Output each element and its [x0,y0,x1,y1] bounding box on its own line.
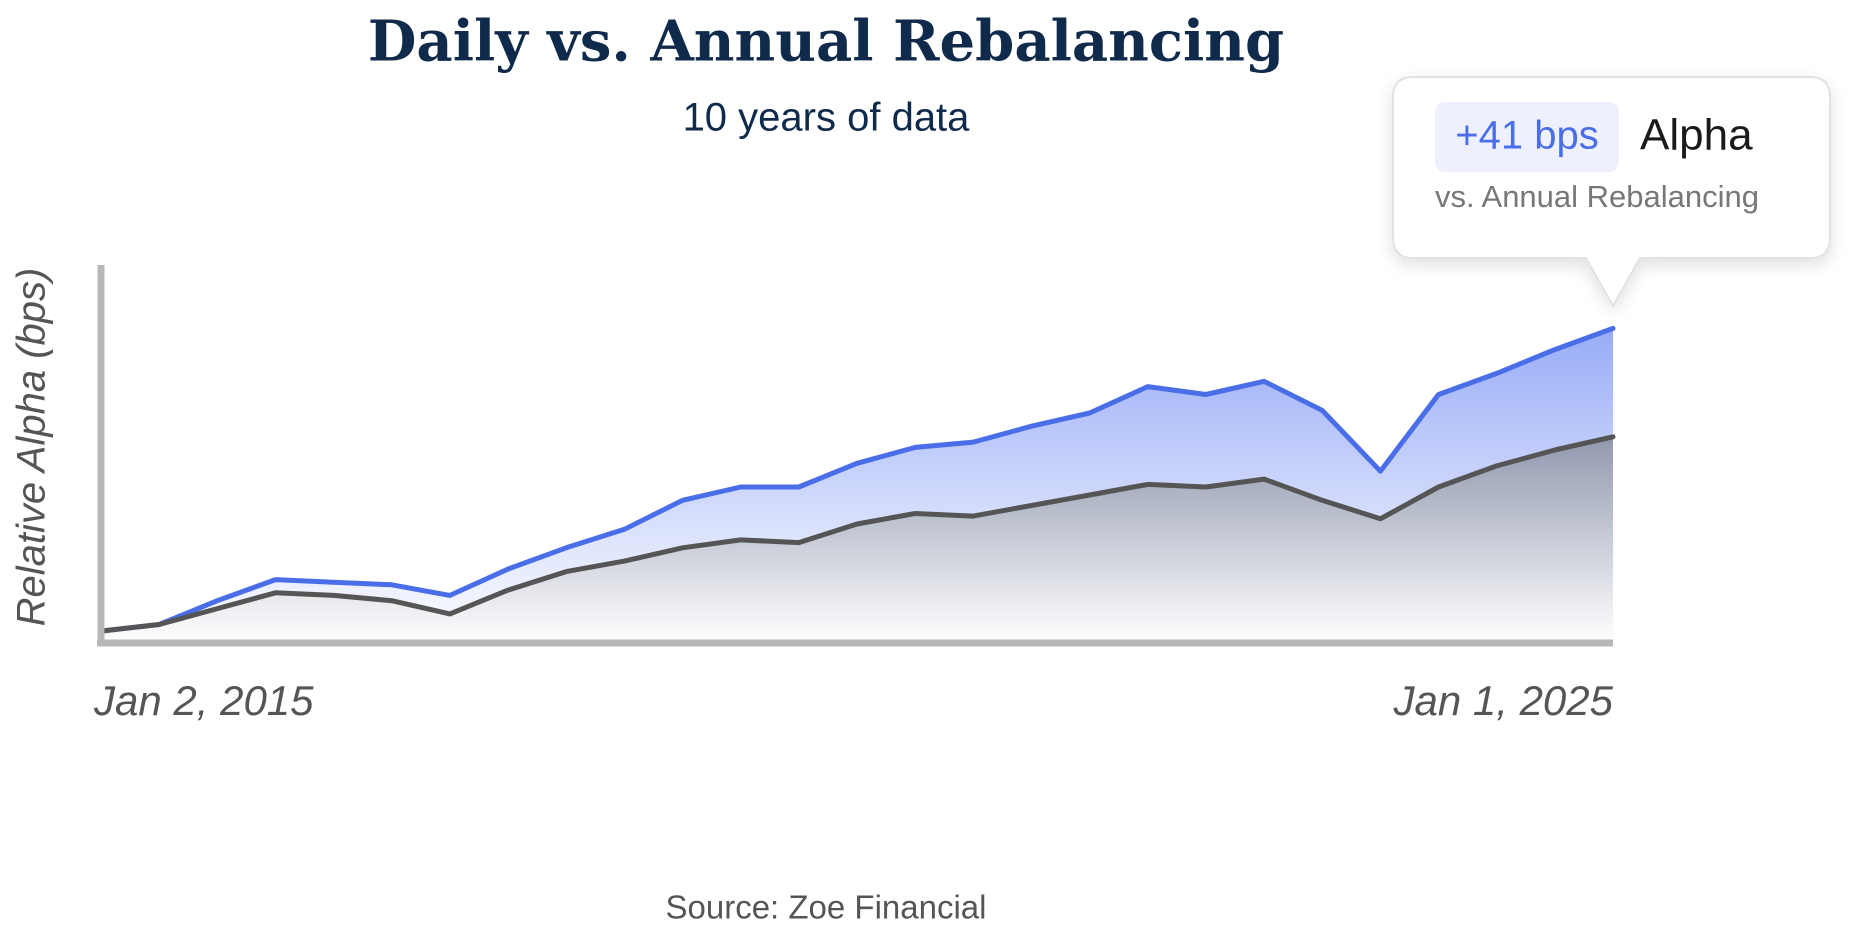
chart-title: Daily vs. Annual Rebalancing [368,9,1284,75]
source: Source: Zoe Financial [666,889,987,926]
y-axis-label: Relative Alpha (bps) [10,268,54,627]
chart-subtitle: 10 years of data [683,96,971,140]
series-line [98,325,1616,634]
series-line [98,434,1616,634]
annotation-label: Alpha [1640,111,1753,160]
plot-area [98,325,1616,643]
x-tick-label: Jan 1, 2025 [1392,677,1613,724]
annotation-badge-text: +41 bps [1455,114,1598,158]
annotation-note: vs. Annual Rebalancing [1435,179,1759,214]
x-tick-label: Jan 2, 2015 [93,677,314,724]
series-area [101,436,1613,643]
annotation-badge [1435,102,1619,172]
